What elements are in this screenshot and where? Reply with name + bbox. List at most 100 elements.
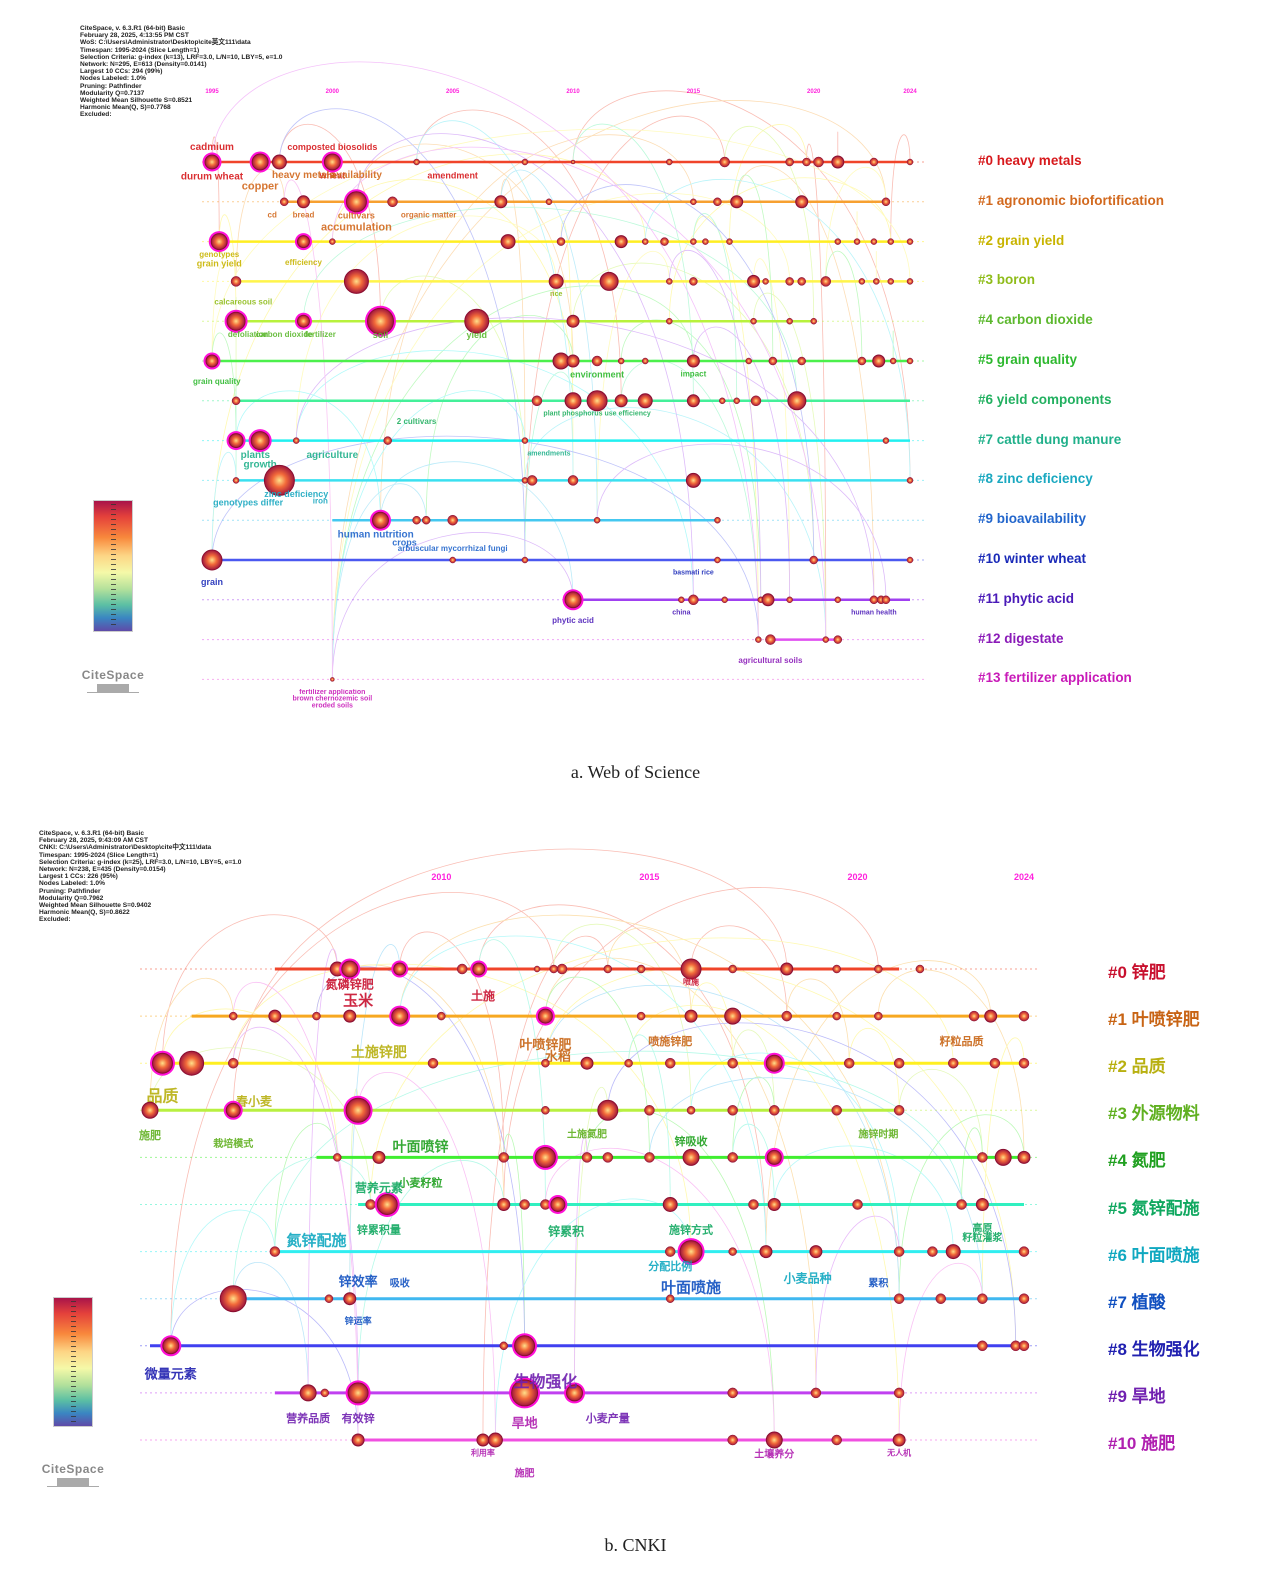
keyword-node[interactable] [945,1244,961,1260]
keyword-node[interactable] [831,155,845,169]
keyword-node[interactable] [727,1105,738,1116]
keyword-node[interactable] [366,307,394,335]
keyword-node[interactable] [724,1007,742,1025]
keyword-node[interactable] [341,960,359,978]
keyword-node[interactable] [852,1199,863,1210]
keyword-node[interactable] [271,154,287,170]
keyword-node[interactable] [702,238,709,245]
keyword-node[interactable] [665,1294,675,1303]
keyword-node[interactable] [602,1152,614,1163]
keyword-node[interactable] [802,157,811,167]
keyword-node[interactable] [809,1245,823,1259]
keyword-node[interactable] [345,1097,371,1123]
keyword-node[interactable] [343,268,369,294]
keyword-node[interactable] [641,357,649,365]
keyword-node[interactable] [564,392,582,410]
keyword-node[interactable] [935,1293,947,1304]
keyword-node[interactable] [500,234,516,250]
keyword-node[interactable] [376,1194,398,1215]
keyword-node[interactable] [666,317,673,325]
keyword-node[interactable] [1017,1150,1031,1164]
keyword-node[interactable] [323,153,341,171]
keyword-node[interactable] [820,276,832,287]
keyword-node[interactable] [761,593,775,607]
keyword-node[interactable] [365,1199,376,1210]
keyword-node[interactable] [549,964,558,974]
keyword-node[interactable] [472,962,486,976]
keyword-node[interactable] [476,1433,490,1447]
keyword-node[interactable] [975,1198,989,1211]
keyword-node[interactable] [499,1341,509,1351]
keyword-node[interactable] [785,277,794,286]
keyword-node[interactable] [733,397,740,405]
keyword-node[interactable] [497,1198,511,1211]
keyword-node[interactable] [889,357,897,365]
keyword-node[interactable] [299,1384,317,1402]
keyword-node[interactable] [231,396,241,406]
keyword-node[interactable] [977,1340,988,1352]
keyword-node[interactable] [230,276,242,287]
keyword-node[interactable] [644,1152,655,1163]
keyword-node[interactable] [666,278,673,285]
keyword-node[interactable] [201,549,223,571]
keyword-node[interactable] [906,158,914,166]
keyword-node[interactable] [494,195,508,209]
keyword-node[interactable] [688,594,699,606]
keyword-node[interactable] [755,636,762,643]
keyword-node[interactable] [545,198,553,206]
keyword-node[interactable] [228,1011,238,1021]
keyword-node[interactable] [624,1058,633,1068]
keyword-node[interactable] [347,1382,369,1404]
keyword-node[interactable] [719,156,730,168]
keyword-node[interactable] [487,1432,503,1448]
keyword-node[interactable] [874,1011,883,1021]
keyword-node[interactable] [874,964,883,974]
keyword-node[interactable] [614,235,628,249]
keyword-node[interactable] [968,1010,980,1022]
keyword-node[interactable] [232,477,240,484]
keyword-node[interactable] [759,1245,773,1259]
keyword-node[interactable] [511,1379,539,1407]
keyword-node[interactable] [537,1008,553,1024]
keyword-node[interactable] [599,271,619,291]
keyword-node[interactable] [564,591,582,609]
keyword-node[interactable] [869,595,879,605]
keyword-node[interactable] [162,1337,180,1355]
keyword-node[interactable] [636,1011,646,1021]
keyword-node[interactable] [597,1099,619,1121]
keyword-node[interactable] [748,1199,759,1210]
keyword-node[interactable] [810,1387,822,1399]
keyword-node[interactable] [728,1247,737,1256]
keyword-node[interactable] [858,278,866,285]
keyword-node[interactable] [684,1009,698,1023]
keyword-node[interactable] [351,1433,365,1447]
keyword-node[interactable] [831,1434,842,1446]
keyword-node[interactable] [219,1285,247,1313]
keyword-node[interactable] [750,317,757,325]
keyword-node[interactable] [225,1102,241,1118]
keyword-node[interactable] [521,437,529,444]
keyword-node[interactable] [427,1057,439,1069]
keyword-node[interactable] [747,274,761,288]
keyword-node[interactable] [514,1335,536,1357]
keyword-node[interactable] [205,354,219,368]
keyword-node[interactable] [721,596,728,604]
keyword-node[interactable] [690,238,697,245]
keyword-node[interactable] [296,235,310,249]
keyword-node[interactable] [548,273,564,289]
keyword-node[interactable] [534,1146,556,1168]
keyword-node[interactable] [637,393,653,409]
keyword-node[interactable] [727,1434,738,1446]
keyword-node[interactable] [994,1148,1012,1166]
keyword-node[interactable] [713,197,722,207]
keyword-node[interactable] [892,1433,906,1447]
keyword-node[interactable] [727,1152,738,1163]
keyword-node[interactable] [251,153,269,171]
keyword-node[interactable] [767,1198,781,1211]
keyword-node[interactable] [498,1152,510,1163]
keyword-node[interactable] [872,354,886,368]
keyword-node[interactable] [664,1057,676,1069]
keyword-node[interactable] [853,238,861,245]
keyword-node[interactable] [521,158,529,166]
keyword-node[interactable] [906,357,914,365]
